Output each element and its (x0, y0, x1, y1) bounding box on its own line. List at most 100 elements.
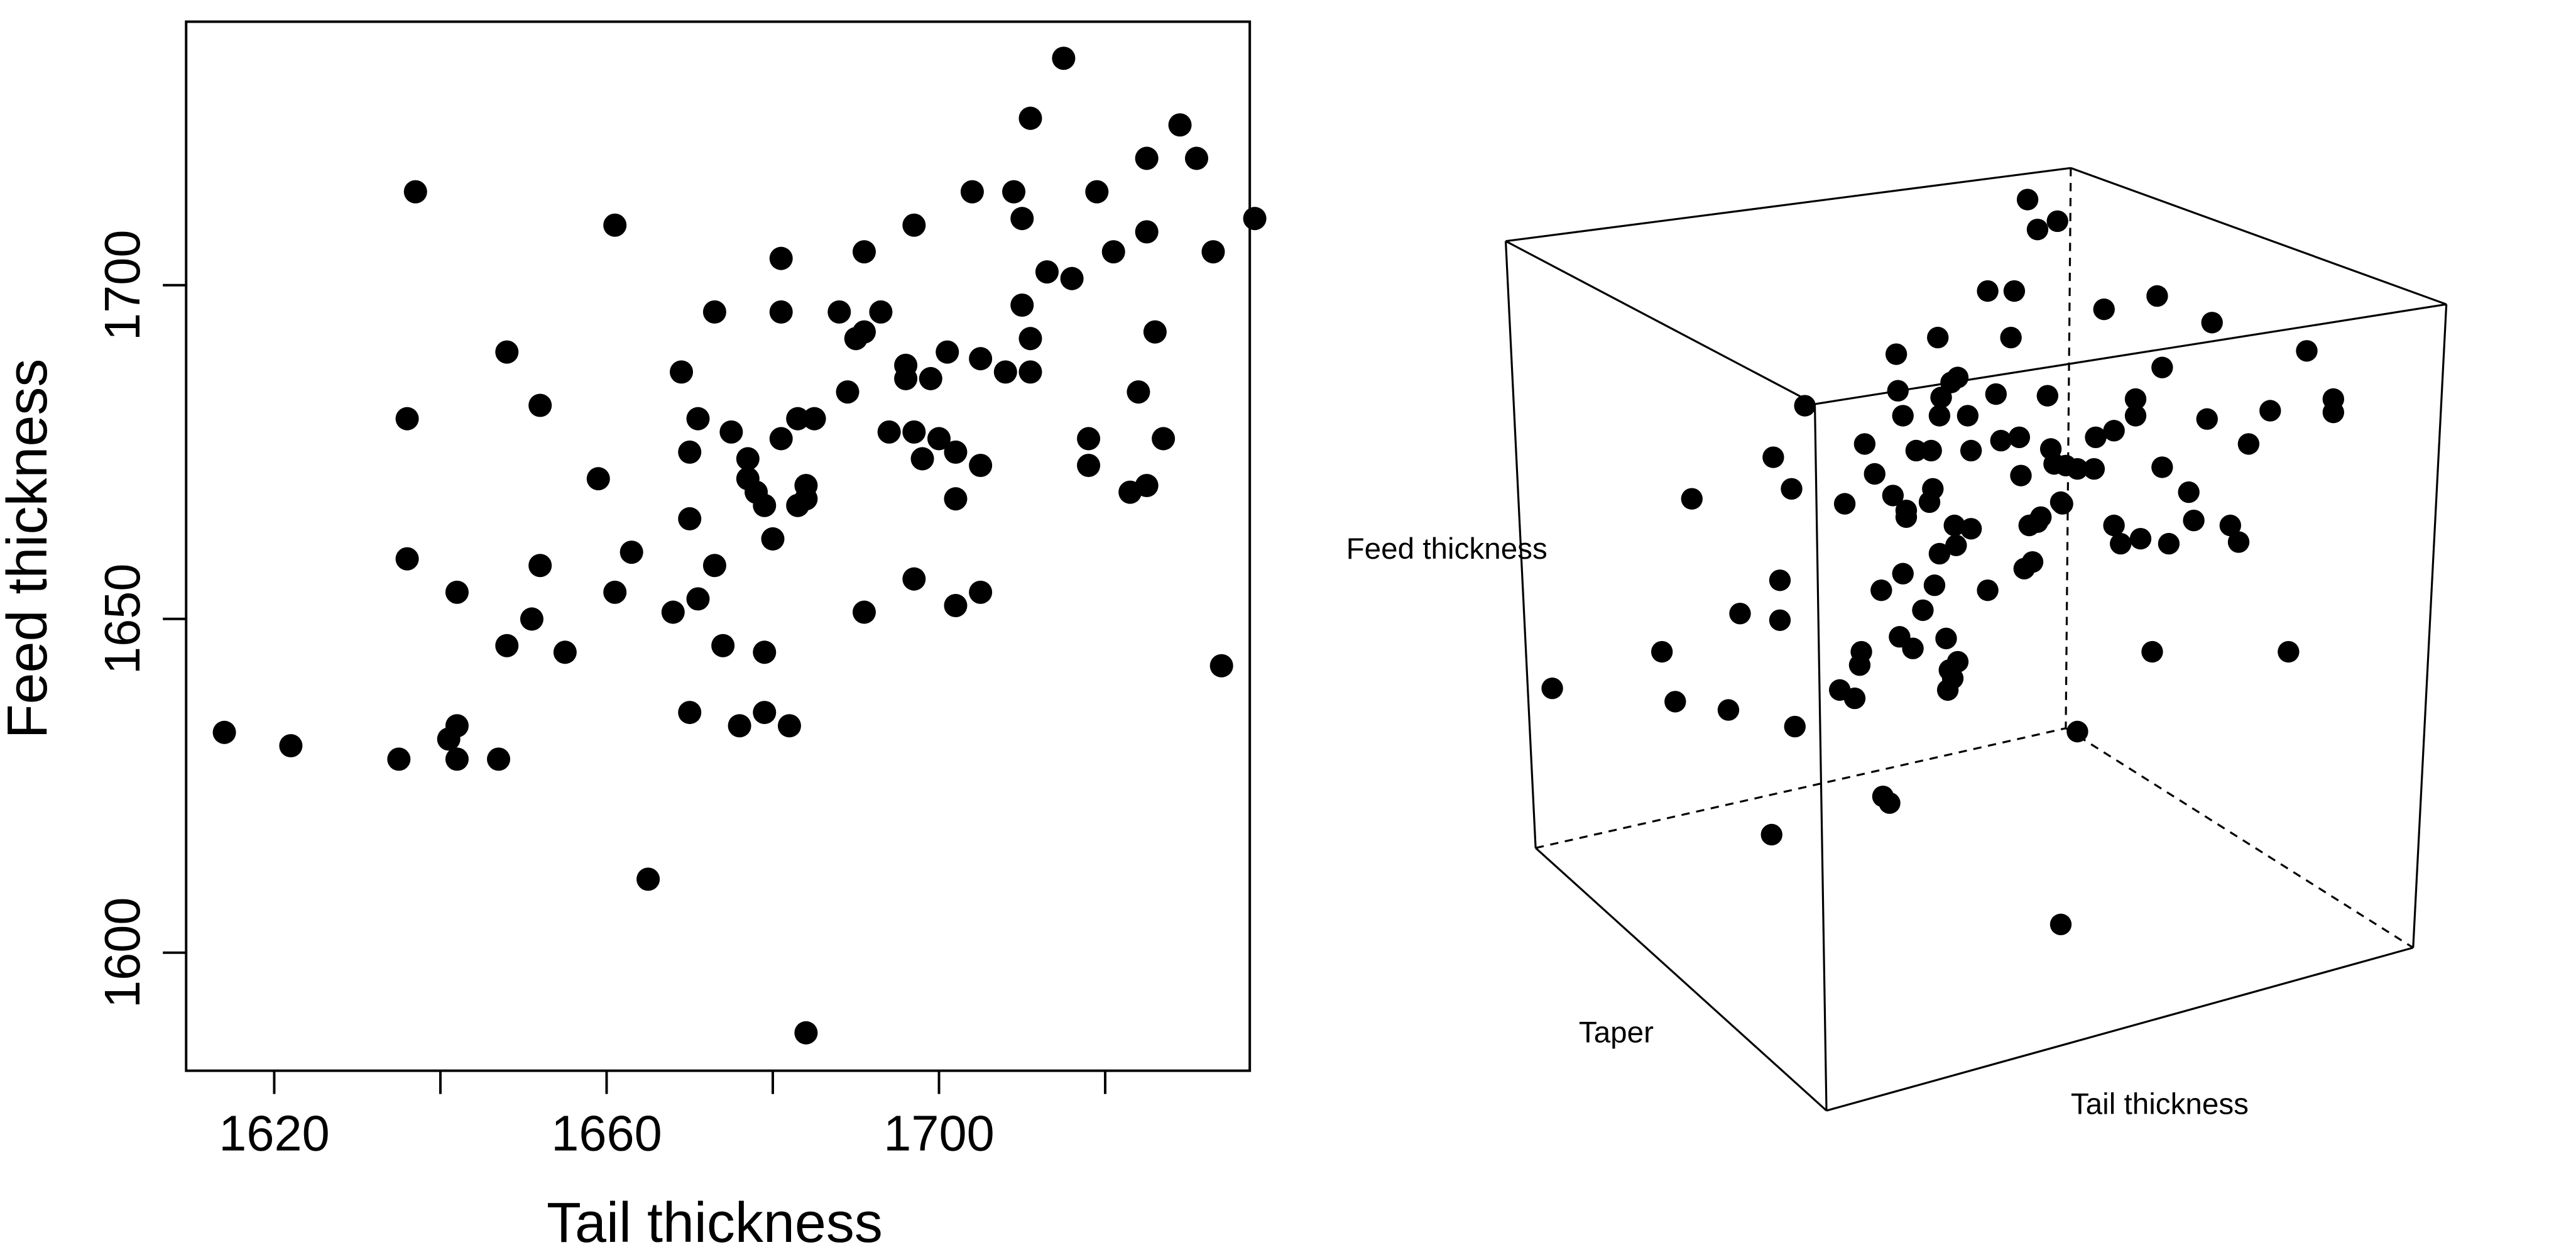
data-point (969, 347, 993, 371)
data-point (794, 487, 818, 511)
data-point-3d (1717, 699, 1740, 721)
data-point-3d (1946, 366, 1969, 388)
data-point-3d (1864, 463, 1886, 485)
data-point (678, 440, 702, 464)
data-point-3d (1922, 478, 1944, 500)
data-point-3d (1941, 667, 1964, 689)
data-point-3d (2296, 340, 2318, 362)
data-point (852, 320, 876, 344)
data-point (1101, 240, 1125, 264)
data-point (736, 447, 760, 471)
data-point-3d (2110, 532, 2132, 555)
cube-edge (2412, 304, 2448, 948)
data-point-3d (1905, 439, 1928, 462)
data-point-3d (1833, 493, 1856, 515)
data-point (1035, 260, 1059, 284)
cube-edge (1813, 403, 1828, 1111)
data-point (836, 380, 860, 404)
data-point (1052, 47, 1076, 70)
data-point (827, 300, 851, 324)
data-point-3d (1784, 715, 1806, 738)
data-point (769, 300, 793, 324)
y-tick-label: 1600 (94, 897, 150, 1009)
data-point-3d (2201, 312, 2223, 334)
data-point-3d (1879, 792, 1901, 814)
data-point-3d (1892, 563, 1914, 585)
data-point (1152, 427, 1176, 451)
data-point-3d (1960, 439, 1982, 462)
data-point-3d (2000, 326, 2022, 349)
data-point (445, 714, 469, 738)
data-point-3d (2008, 426, 2031, 448)
data-point (395, 547, 419, 571)
x-tick-label: 1660 (551, 1106, 662, 1161)
data-point-3d (1729, 603, 1751, 625)
data-point (212, 720, 236, 744)
data-point-3d (1769, 569, 1791, 591)
data-point (1010, 207, 1034, 231)
data-point (1185, 146, 1209, 170)
data-point-3d (1843, 687, 1866, 710)
data-point-3d (1935, 627, 1957, 650)
data-point (753, 640, 777, 664)
y-tick-label: 1650 (94, 564, 150, 675)
data-point (445, 747, 469, 771)
cube-edge (2070, 167, 2447, 305)
data-point (969, 580, 993, 604)
data-point-3d (1850, 640, 1872, 663)
data-point-3d (1985, 383, 2007, 405)
data-point-3d (1769, 609, 1791, 631)
data-point (944, 440, 968, 464)
data-point (678, 701, 702, 725)
data-point (993, 360, 1017, 384)
cube-hidden-edge (2065, 168, 2072, 728)
x-axis-title: Tail thickness (547, 1192, 883, 1254)
data-point (636, 867, 660, 891)
data-point (520, 607, 543, 631)
data-point-3d (2016, 189, 2039, 211)
data-point (1018, 360, 1042, 384)
data-point (1085, 180, 1109, 204)
data-point-3d (2051, 493, 2073, 515)
data-point (586, 467, 610, 491)
data-point-3d (1990, 429, 2012, 452)
data-point-3d (1957, 405, 1979, 427)
data-point (894, 366, 918, 390)
data-point (487, 747, 511, 771)
data-point (719, 420, 743, 444)
data-point (1077, 427, 1101, 451)
data-point (1060, 266, 1084, 290)
cube-edge (1815, 303, 2447, 405)
data-point (852, 600, 876, 624)
data-point (1135, 474, 1159, 498)
cube-box (1504, 167, 2448, 1112)
data-point-3d (2129, 527, 2152, 550)
y-axis-title: Feed thickness (0, 359, 59, 739)
data-point (910, 447, 934, 471)
cube-edge (1504, 241, 1537, 848)
data-point-3d (1927, 326, 1949, 349)
data-point-3d (2103, 514, 2125, 537)
data-point (728, 714, 751, 738)
data-point-3d (1853, 433, 1876, 455)
data-point-3d (2083, 458, 2105, 480)
data-point (528, 554, 552, 578)
data-point (686, 407, 710, 431)
data-point-3d (2124, 405, 2147, 427)
data-point (1243, 207, 1267, 231)
data-point (753, 701, 777, 725)
data-point-3d (2010, 464, 2032, 486)
data-point-3d (2030, 506, 2052, 528)
data-point-3d (1882, 485, 1904, 507)
data-point-3d (2151, 456, 2173, 478)
data-point (1018, 327, 1042, 351)
data-point (702, 300, 726, 324)
data-point (944, 593, 968, 618)
data-point (1168, 113, 1192, 137)
data-point-3d (2103, 420, 2125, 442)
data-point (769, 427, 793, 451)
data-point-3d (2237, 433, 2260, 455)
data-point-3d (2066, 458, 2088, 480)
data-point (702, 554, 726, 578)
